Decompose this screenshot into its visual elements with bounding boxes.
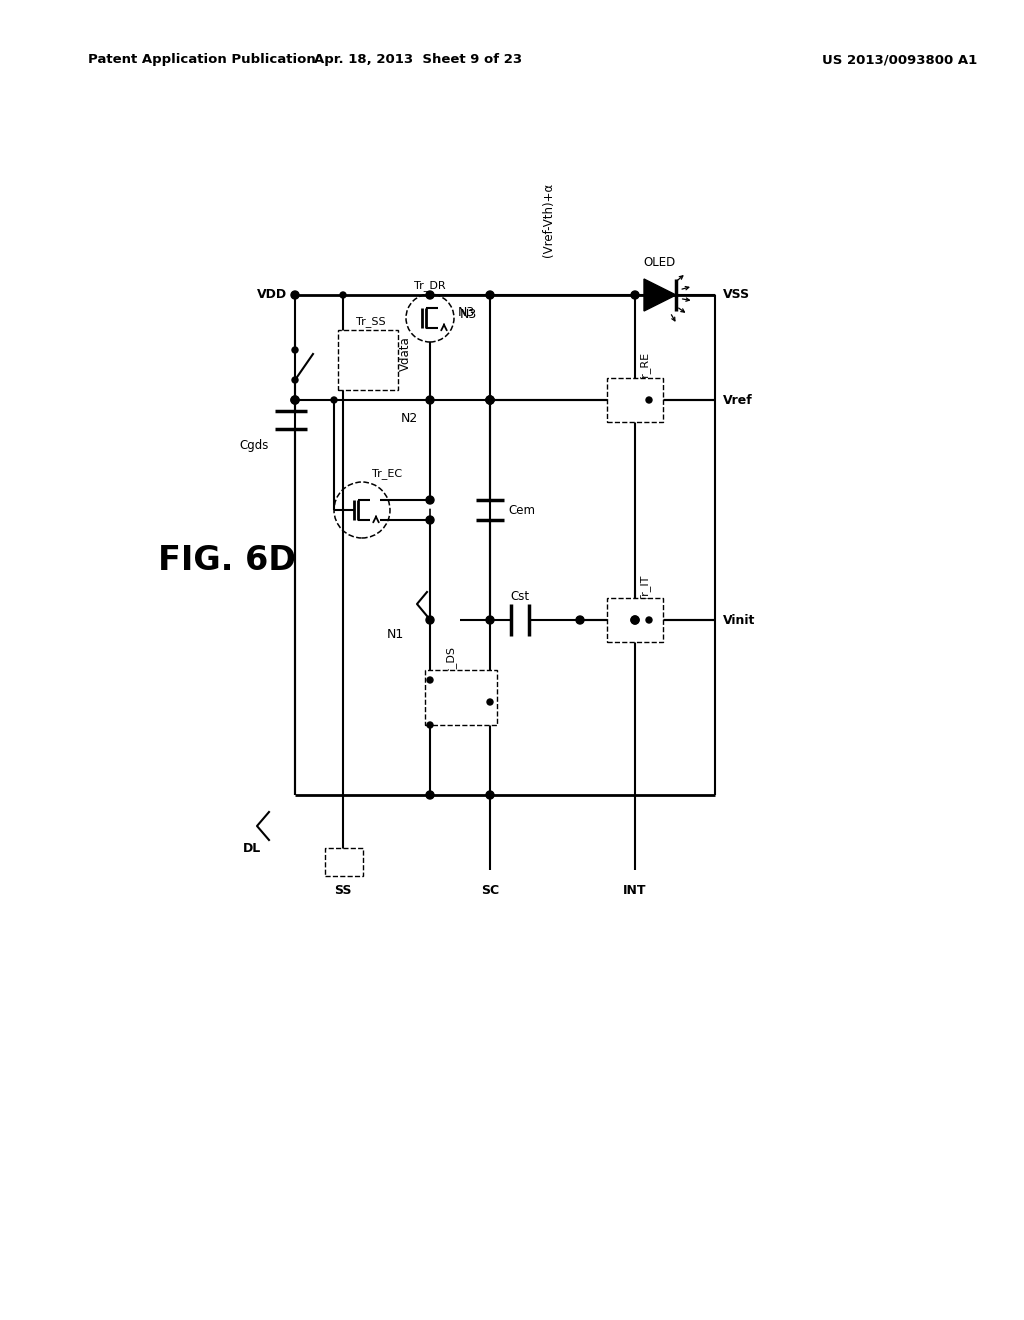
Text: N1: N1 <box>387 627 404 640</box>
Circle shape <box>292 347 298 352</box>
Text: Vinit: Vinit <box>723 614 756 627</box>
Circle shape <box>331 397 337 403</box>
Bar <box>607 378 663 422</box>
Circle shape <box>486 396 494 404</box>
Text: FIG. 6D: FIG. 6D <box>158 544 296 577</box>
Bar <box>607 598 663 642</box>
Circle shape <box>292 378 298 383</box>
Circle shape <box>487 700 493 705</box>
Bar <box>338 330 398 389</box>
Polygon shape <box>644 279 676 312</box>
Circle shape <box>646 397 652 403</box>
Text: VDD: VDD <box>257 289 287 301</box>
Text: OLED: OLED <box>644 256 676 269</box>
Text: US 2013/0093800 A1: US 2013/0093800 A1 <box>822 54 978 66</box>
Text: EM: EM <box>334 855 352 869</box>
Text: Tr_DR: Tr_DR <box>414 281 445 292</box>
Text: N3: N3 <box>458 306 475 319</box>
Circle shape <box>427 722 433 729</box>
Text: INT: INT <box>624 883 647 896</box>
Text: Tr_DS: Tr_DS <box>446 647 457 677</box>
Circle shape <box>631 616 639 624</box>
Circle shape <box>426 396 434 404</box>
Text: Tr_IT: Tr_IT <box>640 576 651 601</box>
Circle shape <box>577 616 583 623</box>
Bar <box>425 671 497 725</box>
Circle shape <box>486 290 494 300</box>
Circle shape <box>291 396 299 404</box>
Text: Tr_EC: Tr_EC <box>372 469 402 479</box>
Text: Tr_RE: Tr_RE <box>640 352 651 383</box>
Circle shape <box>426 496 434 504</box>
Circle shape <box>426 290 434 300</box>
Circle shape <box>646 616 652 623</box>
Text: Tr_SS: Tr_SS <box>356 317 386 327</box>
Circle shape <box>291 290 299 300</box>
Text: Cst: Cst <box>510 590 529 602</box>
Text: VSS: VSS <box>723 289 751 301</box>
Circle shape <box>631 616 639 624</box>
Circle shape <box>426 516 434 524</box>
Circle shape <box>426 791 434 799</box>
Text: N2: N2 <box>400 412 418 425</box>
Text: Vref: Vref <box>723 393 753 407</box>
Text: N3: N3 <box>460 309 477 322</box>
Circle shape <box>340 292 346 298</box>
Text: SC: SC <box>481 883 499 896</box>
Circle shape <box>291 396 299 404</box>
Circle shape <box>486 791 494 799</box>
Circle shape <box>575 616 584 624</box>
Text: Apr. 18, 2013  Sheet 9 of 23: Apr. 18, 2013 Sheet 9 of 23 <box>314 54 522 66</box>
Circle shape <box>486 616 494 624</box>
Text: DL: DL <box>243 842 261 854</box>
Text: SS: SS <box>334 883 352 896</box>
Bar <box>325 847 362 876</box>
Text: Vdata: Vdata <box>399 337 412 371</box>
Circle shape <box>426 616 434 624</box>
Text: (Vref-Vth)+α: (Vref-Vth)+α <box>542 183 555 257</box>
Circle shape <box>486 396 494 404</box>
Circle shape <box>486 396 494 404</box>
Circle shape <box>427 677 433 682</box>
Circle shape <box>631 290 639 300</box>
Text: Cem: Cem <box>508 503 535 516</box>
Text: Cgds: Cgds <box>240 440 269 453</box>
Text: Patent Application Publication: Patent Application Publication <box>88 54 315 66</box>
